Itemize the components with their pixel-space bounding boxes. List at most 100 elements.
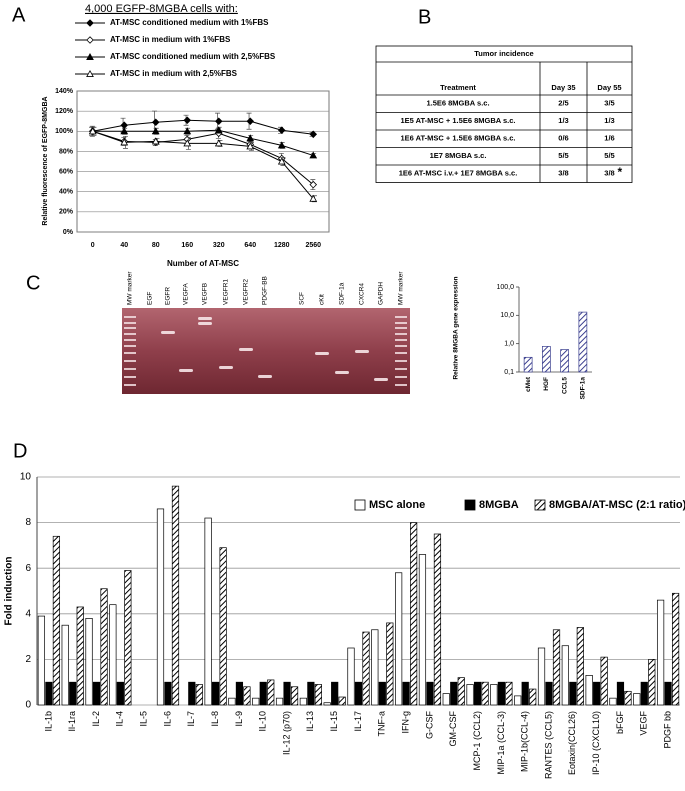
gel-band xyxy=(161,331,175,334)
legend-swatch xyxy=(354,499,366,511)
x-tick-label: 1280 xyxy=(274,242,290,249)
bar xyxy=(585,675,593,706)
bar xyxy=(402,681,410,706)
x-axis-label: Number of AT-MSC xyxy=(167,259,239,268)
marker xyxy=(183,127,192,135)
panel-label: C xyxy=(26,272,40,294)
lane-label: GAPDH xyxy=(378,282,385,305)
lane-label: PDGF-BB xyxy=(262,276,269,305)
bar xyxy=(92,681,101,706)
bar xyxy=(188,681,196,706)
table-header: Day 55 xyxy=(597,83,621,92)
legend-label: AT-MSC in medium with 2,5%FBS xyxy=(110,69,238,78)
bar xyxy=(656,599,665,706)
x-tick-label: IL-4 xyxy=(115,711,125,727)
bar xyxy=(259,681,267,706)
x-tick-label: GM-CSF xyxy=(448,711,458,747)
gel-band xyxy=(219,366,233,369)
y-tick-label: 1,0 xyxy=(504,341,514,348)
legend-label: AT-MSC conditioned medium with 1%FBS xyxy=(110,18,269,27)
gel-band xyxy=(124,322,136,324)
gel-band xyxy=(395,376,407,378)
table-cell: 1E6 AT-MSC i.v.+ 1E7 8MGBA s.c. xyxy=(399,169,518,178)
bar xyxy=(576,627,584,706)
bar xyxy=(61,624,69,706)
bar xyxy=(204,517,212,706)
bar xyxy=(537,647,546,706)
bar xyxy=(37,615,46,706)
table-cell: 0/6 xyxy=(558,134,568,143)
y-tick-label: 100% xyxy=(55,128,74,135)
table-cell: 1/3 xyxy=(558,116,568,125)
series-line xyxy=(92,129,314,156)
y-tick-label: 2 xyxy=(25,654,31,665)
y-tick-label: 140% xyxy=(55,88,74,95)
bar xyxy=(378,681,386,706)
marker xyxy=(214,139,223,147)
y-axis-label: Relative fluorescence of EGFP-8MGBA xyxy=(42,96,49,225)
marker xyxy=(183,139,192,147)
legend-label: AT-MSC in medium with 1%FBS xyxy=(110,35,231,44)
gel-band xyxy=(395,316,407,318)
x-tick-label: 0 xyxy=(91,242,95,249)
plot-area xyxy=(76,90,330,233)
x-tick-label: SDF-1a xyxy=(580,377,587,400)
lane-label: SCF xyxy=(299,292,306,305)
x-tick-label: IL-17 xyxy=(353,711,363,732)
legend-label: 8MGBA/AT-MSC (2:1 ratio) xyxy=(549,499,685,511)
lane-label: VEGFB xyxy=(202,283,209,305)
bar xyxy=(426,681,434,706)
x-tick-label: IL-8 xyxy=(210,711,220,727)
bar xyxy=(609,697,617,706)
series-line xyxy=(92,130,314,186)
bar xyxy=(45,681,53,706)
bar xyxy=(290,686,299,706)
x-tick-label: IL-15 xyxy=(329,711,339,732)
bar xyxy=(283,681,291,706)
y-tick-label: 60% xyxy=(59,168,74,175)
bar xyxy=(497,681,505,706)
x-tick-label: G-CSF xyxy=(424,711,434,740)
bar xyxy=(545,681,553,706)
marker xyxy=(86,19,94,27)
bar xyxy=(521,681,529,706)
gel-band xyxy=(198,322,212,325)
gel-band xyxy=(124,327,136,329)
bar xyxy=(100,588,108,706)
marker xyxy=(246,117,255,125)
gel-band xyxy=(239,348,253,351)
y-tick-label: 4 xyxy=(25,608,31,619)
gel-band xyxy=(395,339,407,341)
x-tick-label: IL-10 xyxy=(258,711,268,732)
x-tick-label: bFGF xyxy=(615,711,625,735)
table-cell: 1/6 xyxy=(604,134,614,143)
marker xyxy=(151,127,160,135)
marker xyxy=(151,118,160,126)
bar xyxy=(552,629,561,706)
lane-label: SDF-1à xyxy=(339,282,346,305)
x-tick-label: Eotaxin(CCL26) xyxy=(567,711,577,775)
bar xyxy=(69,681,77,706)
bar xyxy=(616,681,625,706)
x-tick-label: IFN-g xyxy=(401,711,411,734)
gel-band xyxy=(179,369,193,372)
bar xyxy=(195,684,203,706)
table-cell: 1E5 AT-MSC + 1.5E6 8MGBA s.c. xyxy=(401,116,516,125)
bar xyxy=(307,681,315,706)
bar xyxy=(124,570,132,706)
legend-label: AT-MSC conditioned medium with 2,5%FBS xyxy=(110,52,276,61)
bar xyxy=(640,681,648,706)
bar xyxy=(116,681,124,706)
x-tick-label: MIP-1b(CCL-4) xyxy=(520,711,530,772)
lane-label: VEGFR1 xyxy=(223,279,230,305)
bar xyxy=(560,349,569,373)
lane-label: MW marker xyxy=(127,271,134,305)
bar xyxy=(219,547,227,706)
x-tick-label: IL-6 xyxy=(162,711,172,727)
y-tick-label: 20% xyxy=(59,209,74,216)
bar xyxy=(386,622,394,706)
x-tick-label: RANTES (CCL5) xyxy=(543,711,553,779)
y-tick-label: 10,0 xyxy=(500,312,514,319)
table-border xyxy=(375,45,633,183)
